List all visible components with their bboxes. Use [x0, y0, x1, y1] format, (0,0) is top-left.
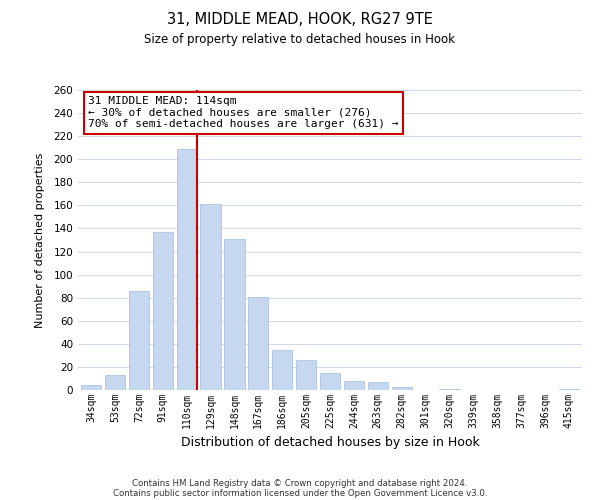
Bar	[559, 389, 579, 390]
Bar	[344, 381, 364, 390]
Bar	[296, 360, 316, 390]
Text: Contains HM Land Registry data © Crown copyright and database right 2024.: Contains HM Land Registry data © Crown c…	[132, 478, 468, 488]
Bar	[392, 386, 412, 390]
Bar	[224, 239, 245, 390]
Bar	[200, 204, 221, 390]
Text: 31 MIDDLE MEAD: 114sqm
← 30% of detached houses are smaller (276)
70% of semi-de: 31 MIDDLE MEAD: 114sqm ← 30% of detached…	[88, 96, 398, 129]
Bar	[105, 375, 125, 390]
Bar	[248, 296, 268, 390]
Bar	[81, 386, 101, 390]
Bar	[439, 389, 460, 390]
Text: Size of property relative to detached houses in Hook: Size of property relative to detached ho…	[145, 32, 455, 46]
Bar	[176, 149, 197, 390]
X-axis label: Distribution of detached houses by size in Hook: Distribution of detached houses by size …	[181, 436, 479, 450]
Text: 31, MIDDLE MEAD, HOOK, RG27 9TE: 31, MIDDLE MEAD, HOOK, RG27 9TE	[167, 12, 433, 28]
Bar	[368, 382, 388, 390]
Text: Contains public sector information licensed under the Open Government Licence v3: Contains public sector information licen…	[113, 488, 487, 498]
Bar	[129, 291, 149, 390]
Bar	[152, 232, 173, 390]
Bar	[272, 350, 292, 390]
Bar	[320, 372, 340, 390]
Y-axis label: Number of detached properties: Number of detached properties	[35, 152, 45, 328]
